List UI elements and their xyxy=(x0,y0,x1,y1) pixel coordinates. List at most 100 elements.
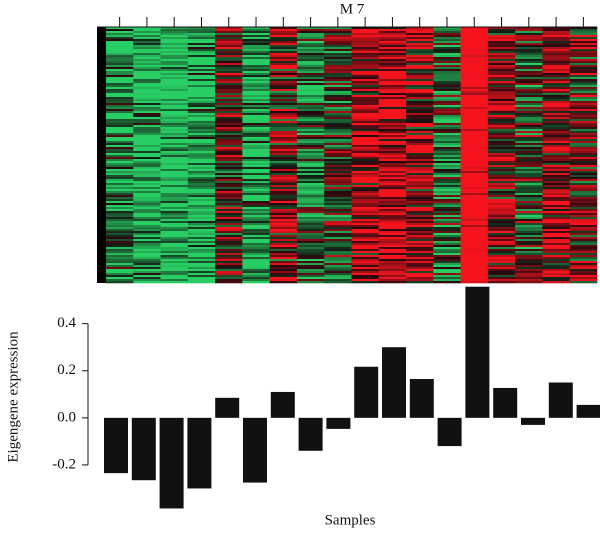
heatmap-cell xyxy=(487,157,516,160)
heatmap-cell xyxy=(569,185,598,188)
heatmap-cell xyxy=(542,175,571,178)
heatmap-cell xyxy=(378,211,407,214)
heatmap-cell xyxy=(187,55,216,58)
heatmap-cell xyxy=(433,265,461,268)
heatmap-cell xyxy=(569,275,598,278)
heatmap-cell xyxy=(378,139,407,142)
heatmap-cell xyxy=(269,203,298,206)
heatmap-cell xyxy=(187,247,216,250)
heatmap-cell xyxy=(187,195,216,198)
heatmap-cell xyxy=(324,97,352,100)
heatmap-cell xyxy=(106,165,134,168)
heatmap-cell xyxy=(460,35,489,38)
heatmap-cell xyxy=(133,171,161,174)
heatmap-cell xyxy=(324,39,352,42)
heatmap-cell xyxy=(351,211,380,214)
heatmap-cell xyxy=(242,183,270,186)
heatmap-cell xyxy=(187,73,216,76)
heatmap-cell xyxy=(515,189,543,192)
heatmap-cell xyxy=(160,67,189,70)
heatmap-cell xyxy=(433,77,461,80)
heatmap-cell xyxy=(542,63,571,66)
heatmap-cell xyxy=(324,229,352,232)
heatmap-cell xyxy=(569,223,598,226)
heatmap-cell xyxy=(215,131,243,134)
heatmap-cell xyxy=(133,105,161,108)
heatmap-cell xyxy=(542,59,571,62)
heatmap-cell xyxy=(433,199,461,202)
heatmap-cell xyxy=(542,247,571,250)
heatmap-cell xyxy=(542,227,571,230)
heatmap-cell xyxy=(542,235,571,238)
heatmap-cell xyxy=(106,161,134,164)
heatmap-cell xyxy=(569,165,598,168)
heatmap-cell xyxy=(487,211,516,214)
heatmap-cell xyxy=(133,109,161,112)
bar xyxy=(437,417,462,447)
heatmap-cell xyxy=(242,205,270,208)
heatmap-cell xyxy=(324,119,352,122)
heatmap-cell xyxy=(515,171,543,174)
heatmap-cell xyxy=(133,67,161,70)
heatmap-cell xyxy=(515,231,543,234)
heatmap-cell xyxy=(351,57,380,60)
heatmap-cell xyxy=(406,225,434,228)
heatmap-cell xyxy=(269,107,298,110)
heatmap-cell xyxy=(242,199,270,202)
heatmap-cell xyxy=(106,231,134,234)
heatmap-cell xyxy=(242,87,270,90)
heatmap-cell xyxy=(433,207,461,210)
heatmap-cell xyxy=(351,155,380,158)
heatmap-cell xyxy=(542,245,571,248)
heatmap-cell xyxy=(106,133,134,136)
heatmap-cell xyxy=(106,215,134,218)
heatmap-cell xyxy=(487,95,516,98)
heatmap-cell xyxy=(324,109,352,112)
heatmap-cell xyxy=(569,47,598,50)
heatmap-cell xyxy=(133,177,161,180)
heatmap-cell xyxy=(242,163,270,166)
heatmap-cell xyxy=(160,165,189,168)
heatmap-cell xyxy=(433,43,461,46)
heatmap-cell xyxy=(515,225,543,228)
heatmap-cell xyxy=(242,191,270,194)
heatmap-cell xyxy=(378,201,407,204)
heatmap-cell xyxy=(296,43,325,46)
heatmap-cell xyxy=(460,271,489,274)
heatmap-cell xyxy=(187,223,216,226)
heatmap-cell xyxy=(515,59,543,62)
heatmap-cell xyxy=(296,151,325,154)
heatmap-cell xyxy=(515,69,543,72)
heatmap-cell xyxy=(106,187,134,190)
heatmap-cell xyxy=(160,249,189,252)
heatmap-cell xyxy=(515,65,543,68)
heatmap-cell xyxy=(406,31,434,34)
heatmap-cell xyxy=(133,133,161,136)
heatmap-cell xyxy=(106,95,134,98)
heatmap-cell xyxy=(460,223,489,226)
heatmap-cell xyxy=(215,145,243,148)
heatmap-cell xyxy=(542,131,571,134)
heatmap-cell xyxy=(187,257,216,260)
heatmap-cell xyxy=(569,247,598,250)
heatmap-cell xyxy=(242,235,270,238)
heatmap-cell xyxy=(296,87,325,90)
heatmap-cell xyxy=(187,97,216,100)
heatmap-cell xyxy=(433,69,461,72)
heatmap-cell xyxy=(351,99,380,102)
heatmap-cell xyxy=(296,69,325,72)
heatmap-cell xyxy=(269,147,298,150)
heatmap-cell xyxy=(296,29,325,32)
heatmap-cell xyxy=(187,121,216,124)
heatmap-cell xyxy=(160,199,189,202)
heatmap-cell xyxy=(215,215,243,218)
heatmap-cell xyxy=(487,275,516,278)
heatmap-cell xyxy=(433,251,461,254)
heatmap-cell xyxy=(515,119,543,122)
heatmap-cell xyxy=(351,115,380,118)
heatmap-cell xyxy=(487,59,516,62)
heatmap-cell xyxy=(296,231,325,234)
heatmap-cell xyxy=(569,191,598,194)
heatmap-cell xyxy=(133,237,161,240)
heatmap-cell xyxy=(569,143,598,146)
